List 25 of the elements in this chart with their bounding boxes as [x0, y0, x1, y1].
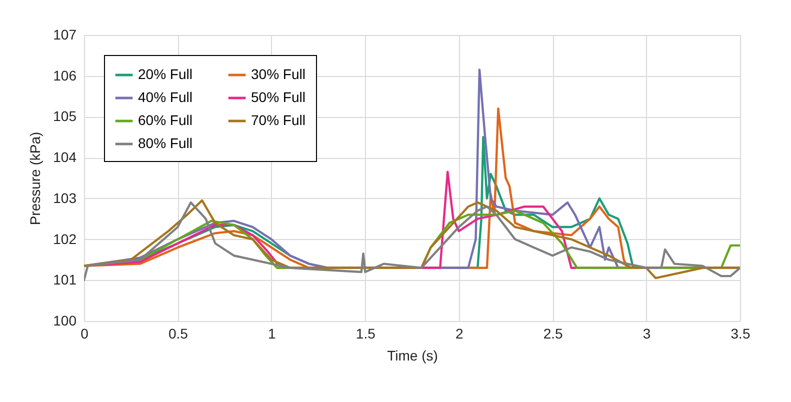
legend-label: 70% Full — [251, 112, 306, 128]
y-tick-label: 102 — [53, 230, 77, 247]
x-tick-label: 1.5 — [356, 326, 376, 342]
y-tick-label: 105 — [53, 108, 77, 124]
legend-label: 40% Full — [138, 89, 192, 105]
x-tick-label: 2.5 — [543, 326, 564, 342]
legend-label: 30% Full — [251, 66, 306, 82]
legend-label: 60% Full — [138, 112, 192, 128]
y-tick-label: 104 — [53, 149, 77, 166]
legend-label: 80% Full — [138, 135, 192, 151]
x-tick-label: 1 — [268, 326, 276, 342]
x-tick-label: 0.5 — [168, 326, 188, 342]
y-tick-label: 101 — [53, 272, 77, 288]
y-tick-label: 107 — [53, 26, 77, 42]
x-tick-label: 3 — [642, 326, 651, 342]
y-tick-label: 103 — [53, 190, 77, 206]
y-tick-label: 106 — [53, 67, 77, 84]
x-tick-label: 3.5 — [730, 326, 750, 342]
legend-label: 50% Full — [251, 89, 306, 105]
y-axis-title: Pressure (kPa) — [27, 132, 44, 226]
x-axis-title: Time (s) — [387, 348, 438, 364]
x-tick-label: 0 — [80, 326, 89, 342]
y-tick-label: 100 — [53, 312, 77, 328]
legend-label: 20% Full — [138, 66, 192, 82]
x-tick-label: 2 — [455, 326, 464, 342]
